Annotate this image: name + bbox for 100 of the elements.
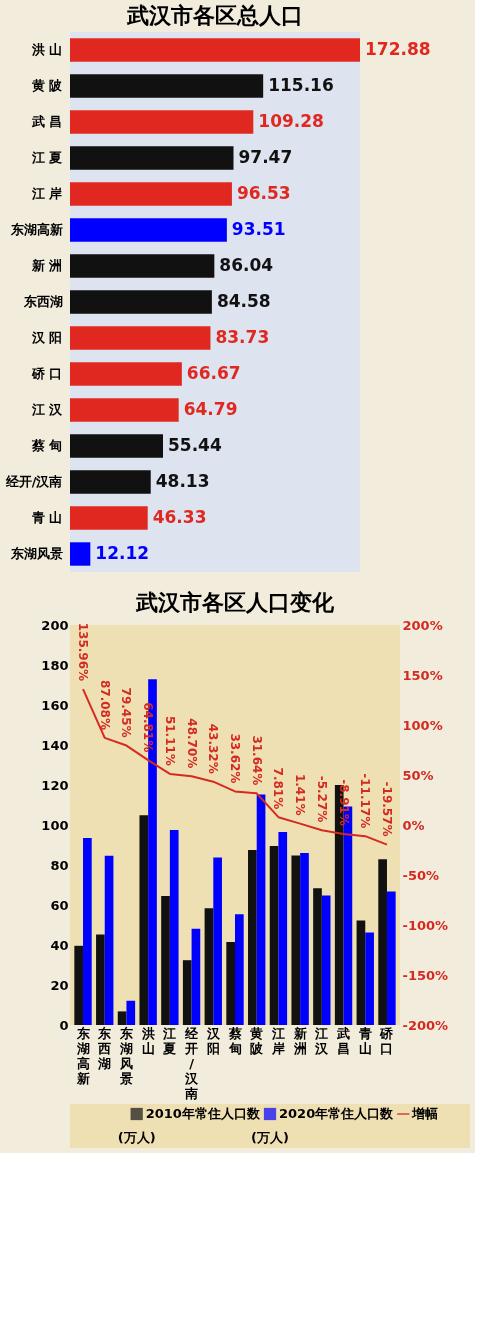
data-label: 115.16 (268, 75, 334, 95)
bar (235, 914, 244, 1025)
bar (191, 928, 201, 1025)
y-tick-label: 80 (50, 857, 69, 873)
data-label: 55.44 (168, 435, 222, 455)
bar (104, 855, 114, 1025)
bar (70, 218, 227, 242)
bar (313, 888, 322, 1025)
bar (291, 855, 301, 1025)
y2-tick-label: 0% (402, 817, 425, 833)
y-tick-label: 东湖高新 (9, 222, 63, 237)
bar (182, 960, 192, 1025)
y-tick-label: 江 夏 (30, 150, 63, 165)
data-label: -11.17% (358, 773, 373, 829)
y2-tick-label: -200% (402, 1017, 449, 1033)
data-label: 31.64% (249, 735, 264, 786)
y-tick-label: 汉 阳 (30, 330, 63, 345)
x-tick-label: 汉阳 (205, 1025, 221, 1056)
bar (139, 815, 149, 1025)
bar (256, 794, 266, 1025)
data-label: 46.33 (152, 507, 207, 527)
y-tick-label: 新 洲 (30, 258, 63, 273)
bar (278, 832, 288, 1025)
y2-tick-label: -50% (402, 867, 440, 883)
text: (万人) (251, 1130, 289, 1145)
x-tick-label: 黄陂 (249, 1025, 265, 1056)
data-label: 86.04 (219, 255, 274, 275)
y-tick-label: 140 (41, 737, 69, 753)
bar (70, 290, 212, 314)
bar (126, 1000, 136, 1025)
text: (万人) (117, 1130, 156, 1145)
bar (386, 891, 396, 1025)
data-label: 51.11% (162, 715, 177, 766)
y-tick-label: 黄 陂 (30, 78, 64, 93)
x-tick-label: 江汉 (314, 1025, 330, 1056)
y-tick-label: 60 (50, 897, 69, 913)
bar (70, 470, 151, 494)
bar (96, 934, 105, 1025)
x-tick-label: 青山 (357, 1025, 372, 1056)
y-tick-label: 0 (59, 1017, 69, 1033)
data-label: 43.32% (206, 723, 221, 774)
y-tick-label: 180 (41, 657, 69, 673)
bar (70, 110, 254, 134)
bar (161, 896, 170, 1025)
chart-title: 武汉市各区总人口 (126, 3, 303, 28)
x-tick-label: 江岸 (270, 1025, 285, 1056)
y-tick-label: 硚 口 (30, 366, 63, 381)
bar (378, 859, 387, 1025)
data-label: 12.12 (95, 543, 150, 563)
x-tick-label: 经开/汉南 (184, 1025, 200, 1101)
x-tick-label: 新洲 (292, 1025, 307, 1056)
bar (248, 850, 257, 1025)
x-tick-label: 硚口 (379, 1025, 395, 1056)
x-tick-label: 东湖风景 (118, 1025, 133, 1086)
bar (365, 932, 374, 1025)
data-label: 83.73 (215, 327, 270, 347)
y-tick-label: 蔡 甸 (30, 438, 63, 453)
data-label: 96.53 (236, 183, 291, 203)
data-label: -8.91% (336, 779, 351, 826)
bar (70, 326, 211, 350)
y-tick-label: 武 昌 (30, 114, 63, 129)
bar (213, 857, 222, 1025)
y2-tick-label: 100% (402, 717, 443, 733)
bar (70, 542, 91, 566)
legend-label: 增幅 (411, 1106, 439, 1121)
y2-tick-label: -150% (402, 967, 449, 983)
bar (70, 434, 163, 458)
legend-label: 2010年常住人口数 (145, 1106, 261, 1121)
y-tick-label: 江 汉 (30, 402, 64, 417)
data-label: 64.79 (183, 399, 238, 419)
y-tick-label: 洪 山 (30, 42, 63, 57)
data-label: 1.41% (293, 773, 308, 816)
x-tick-label: 武昌 (336, 1025, 351, 1056)
y-tick-label: 20 (50, 977, 69, 993)
y-tick-label: 100 (41, 817, 69, 833)
data-label: 84.58 (216, 291, 271, 311)
data-label: 87.08% (97, 679, 112, 730)
bar (300, 853, 309, 1025)
data-label: 33.62% (228, 733, 242, 784)
x-tick-label: 蔡甸 (227, 1025, 242, 1056)
data-label: 97.47 (238, 147, 293, 167)
bar (169, 830, 179, 1025)
y-tick-label: 经开/汉南 (4, 474, 63, 489)
y2-tick-label: 50% (402, 767, 434, 783)
bar (70, 74, 264, 98)
bar (70, 398, 179, 422)
bar (204, 908, 214, 1025)
y2-tick-label: -100% (402, 917, 449, 933)
y-tick-label: 120 (41, 777, 69, 793)
bar (356, 920, 366, 1025)
y-tick-label: 40 (50, 937, 69, 953)
data-label: 48.13 (155, 471, 210, 491)
x-tick-label: 江夏 (162, 1025, 177, 1056)
y-tick-label: 青 山 (30, 510, 63, 525)
bar (70, 254, 215, 278)
bar (117, 1011, 127, 1025)
data-label: 66.67 (186, 363, 241, 383)
y2-tick-label: 200% (402, 617, 443, 633)
bar (70, 362, 182, 386)
data-label: 48.70% (184, 718, 199, 769)
